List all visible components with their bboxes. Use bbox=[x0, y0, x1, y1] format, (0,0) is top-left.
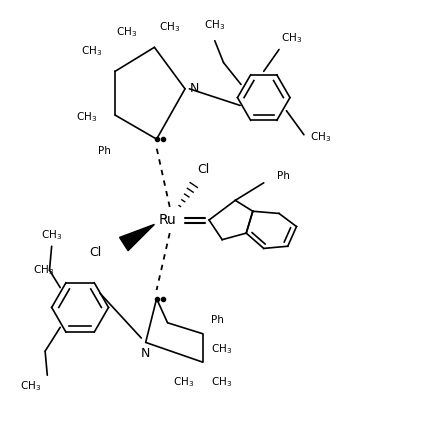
Text: Ru: Ru bbox=[159, 213, 176, 227]
Text: CH$_3$: CH$_3$ bbox=[33, 263, 54, 277]
Text: CH$_3$: CH$_3$ bbox=[281, 31, 302, 45]
Text: Ph: Ph bbox=[277, 171, 290, 181]
Text: Cl: Cl bbox=[197, 163, 209, 176]
Text: N: N bbox=[141, 347, 150, 360]
Text: CH$_3$: CH$_3$ bbox=[41, 228, 62, 242]
Text: Ph: Ph bbox=[211, 315, 224, 325]
Text: CH$_3$: CH$_3$ bbox=[172, 375, 194, 389]
Text: CH$_3$: CH$_3$ bbox=[81, 44, 102, 58]
Text: CH$_3$: CH$_3$ bbox=[116, 25, 137, 39]
Text: CH$_3$: CH$_3$ bbox=[311, 130, 332, 144]
Text: CH$_3$: CH$_3$ bbox=[159, 20, 180, 34]
Text: CH$_3$: CH$_3$ bbox=[204, 18, 225, 32]
Text: N: N bbox=[189, 82, 199, 95]
Text: Ph: Ph bbox=[98, 146, 110, 156]
Text: Cl: Cl bbox=[90, 246, 102, 259]
Text: CH$_3$: CH$_3$ bbox=[211, 342, 232, 356]
Text: CH$_3$: CH$_3$ bbox=[19, 380, 41, 393]
Text: CH$_3$: CH$_3$ bbox=[77, 110, 98, 124]
Text: CH$_3$: CH$_3$ bbox=[211, 375, 232, 389]
Polygon shape bbox=[120, 224, 154, 251]
